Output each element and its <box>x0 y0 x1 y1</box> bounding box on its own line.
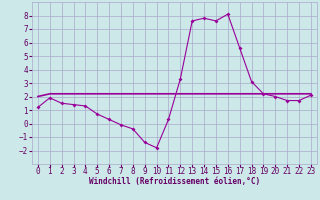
X-axis label: Windchill (Refroidissement éolien,°C): Windchill (Refroidissement éolien,°C) <box>89 177 260 186</box>
